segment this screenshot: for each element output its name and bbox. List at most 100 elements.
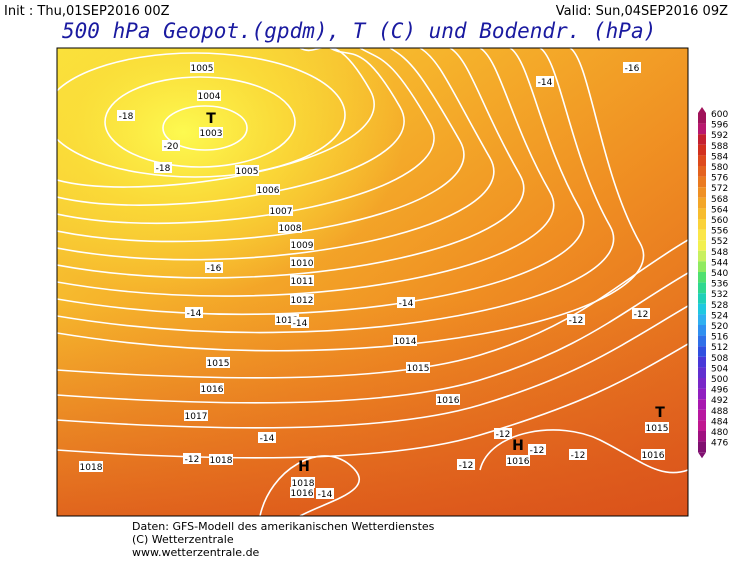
pressure-label-box — [406, 362, 430, 373]
colorbar-label: 516 — [711, 333, 728, 343]
colorbar-swatch — [698, 399, 706, 410]
temperature-label: -16 — [625, 64, 640, 74]
map-frame — [56, 47, 689, 517]
colorbar-label: 556 — [711, 227, 728, 237]
colorbar-swatch — [698, 325, 706, 336]
colorbar-label: 484 — [711, 417, 728, 427]
pressure-label: 1007 — [270, 207, 293, 217]
colorbar-label: 560 — [711, 216, 728, 226]
pressure-label: 1016 — [507, 457, 530, 467]
pressure-label-box — [199, 127, 223, 138]
isobar — [57, 48, 585, 316]
colorbar-swatch — [698, 441, 706, 453]
isobar — [57, 48, 465, 243]
colorbar-label: 512 — [711, 343, 728, 353]
temperature-label-box — [117, 110, 135, 121]
temperature-label: -18 — [156, 164, 171, 174]
isobar — [57, 272, 688, 404]
pressure-label: 1014 — [394, 337, 417, 347]
pressure-label: 1018 — [292, 479, 315, 489]
temperature-label-box — [569, 449, 587, 460]
pressure-label-box — [436, 394, 460, 405]
pressure-label-box — [290, 239, 314, 250]
temperature-label-box — [494, 428, 512, 439]
pressure-label-box — [275, 314, 299, 325]
colorbar-swatch — [698, 388, 706, 400]
map-title: 500 hPa Geopot.(gpdm), T (C) und Bodendr… — [62, 19, 656, 43]
colorbar: 6005965925885845805765725685645605565525… — [698, 107, 728, 459]
colorbar-swatch — [698, 166, 706, 177]
temperature-label-box — [536, 76, 554, 87]
init-time: Init : Thu,01SEP2016 00Z — [4, 4, 170, 19]
temperature-label: -16 — [207, 264, 222, 274]
colorbar-swatch — [698, 346, 706, 357]
temperature-label-box — [567, 314, 585, 325]
pressure-label-box — [506, 455, 530, 466]
map-field — [57, 300, 688, 516]
pressure-label-box — [235, 165, 259, 176]
colorbar-swatch — [698, 303, 706, 315]
pressure-label: 1015 — [207, 359, 230, 369]
colorbar-label: 536 — [711, 280, 728, 290]
colorbar-label: 596 — [711, 121, 728, 131]
temperature-label: -20 — [164, 142, 179, 152]
isobar — [104, 76, 296, 168]
pressure-label: 1012 — [291, 296, 314, 306]
temperature-label: -12 — [530, 446, 545, 456]
temperature-label: -12 — [569, 316, 584, 326]
pressure-label-box — [209, 454, 233, 465]
isobar — [57, 48, 645, 352]
pressure-label-box — [184, 410, 208, 421]
pressure-label-box — [290, 257, 314, 268]
colorbar-label: 508 — [711, 354, 728, 364]
colorbar-label: 584 — [711, 152, 728, 162]
colorbar-swatch — [698, 367, 706, 378]
colorbar-label: 480 — [711, 428, 728, 438]
colorbar-swatch — [698, 155, 706, 166]
colorbar-label: 588 — [711, 142, 728, 152]
pressure-label-box — [290, 487, 314, 498]
pressure-label-box — [393, 335, 417, 346]
pressure-label: 1004 — [198, 92, 221, 102]
colorbar-cap — [698, 107, 706, 113]
pressure-label: 1017 — [185, 412, 208, 422]
pressure-label: 1009 — [291, 241, 314, 251]
colorbar-label: 564 — [711, 205, 728, 215]
pressure-label: 1005 — [236, 167, 259, 177]
temperature-label-box — [185, 307, 203, 318]
temperature-label-box — [205, 262, 223, 273]
colorbar-swatch — [698, 123, 706, 135]
pressure-label: 1011 — [291, 277, 314, 287]
map: 1005 1004 1003 1005 1006 1007 1008 1009 1010 1011… — [57, 48, 688, 516]
valid-time: Valid: Sun,04SEP2016 09Z — [556, 4, 728, 19]
temperature-label-box — [316, 488, 334, 499]
colorbar-label: 548 — [711, 248, 728, 258]
pressure-label-box — [190, 62, 214, 73]
colorbar-label: 492 — [711, 396, 728, 406]
temperature-label: -18 — [119, 112, 134, 122]
colorbar-label: 580 — [711, 163, 728, 173]
colorbar-label: 576 — [711, 174, 728, 184]
colorbar-swatch — [698, 176, 706, 188]
colorbar-label: 552 — [711, 237, 728, 247]
colorbar-swatch — [698, 250, 706, 262]
pressure-label-box — [291, 477, 315, 488]
temperature-label-box — [623, 62, 641, 73]
pressure-label-box — [278, 222, 302, 233]
temperature-label: -12 — [634, 310, 649, 320]
temperature-label-box — [154, 162, 172, 173]
temperature-label-box — [528, 444, 546, 455]
pressure-label: 1015 — [646, 424, 669, 434]
isobar — [57, 48, 375, 188]
temperature-label-box — [162, 140, 180, 151]
temperature-label: -14 — [187, 309, 202, 319]
colorbar-label: 532 — [711, 290, 728, 300]
colorbar-label: 476 — [711, 439, 728, 449]
colorbar-label: 540 — [711, 269, 728, 279]
colorbar-swatch — [698, 272, 706, 283]
temperature-label: -12 — [571, 451, 586, 461]
colorbar-label: 524 — [711, 311, 728, 321]
pressure-label-box — [200, 383, 224, 394]
isobar — [57, 48, 525, 279]
